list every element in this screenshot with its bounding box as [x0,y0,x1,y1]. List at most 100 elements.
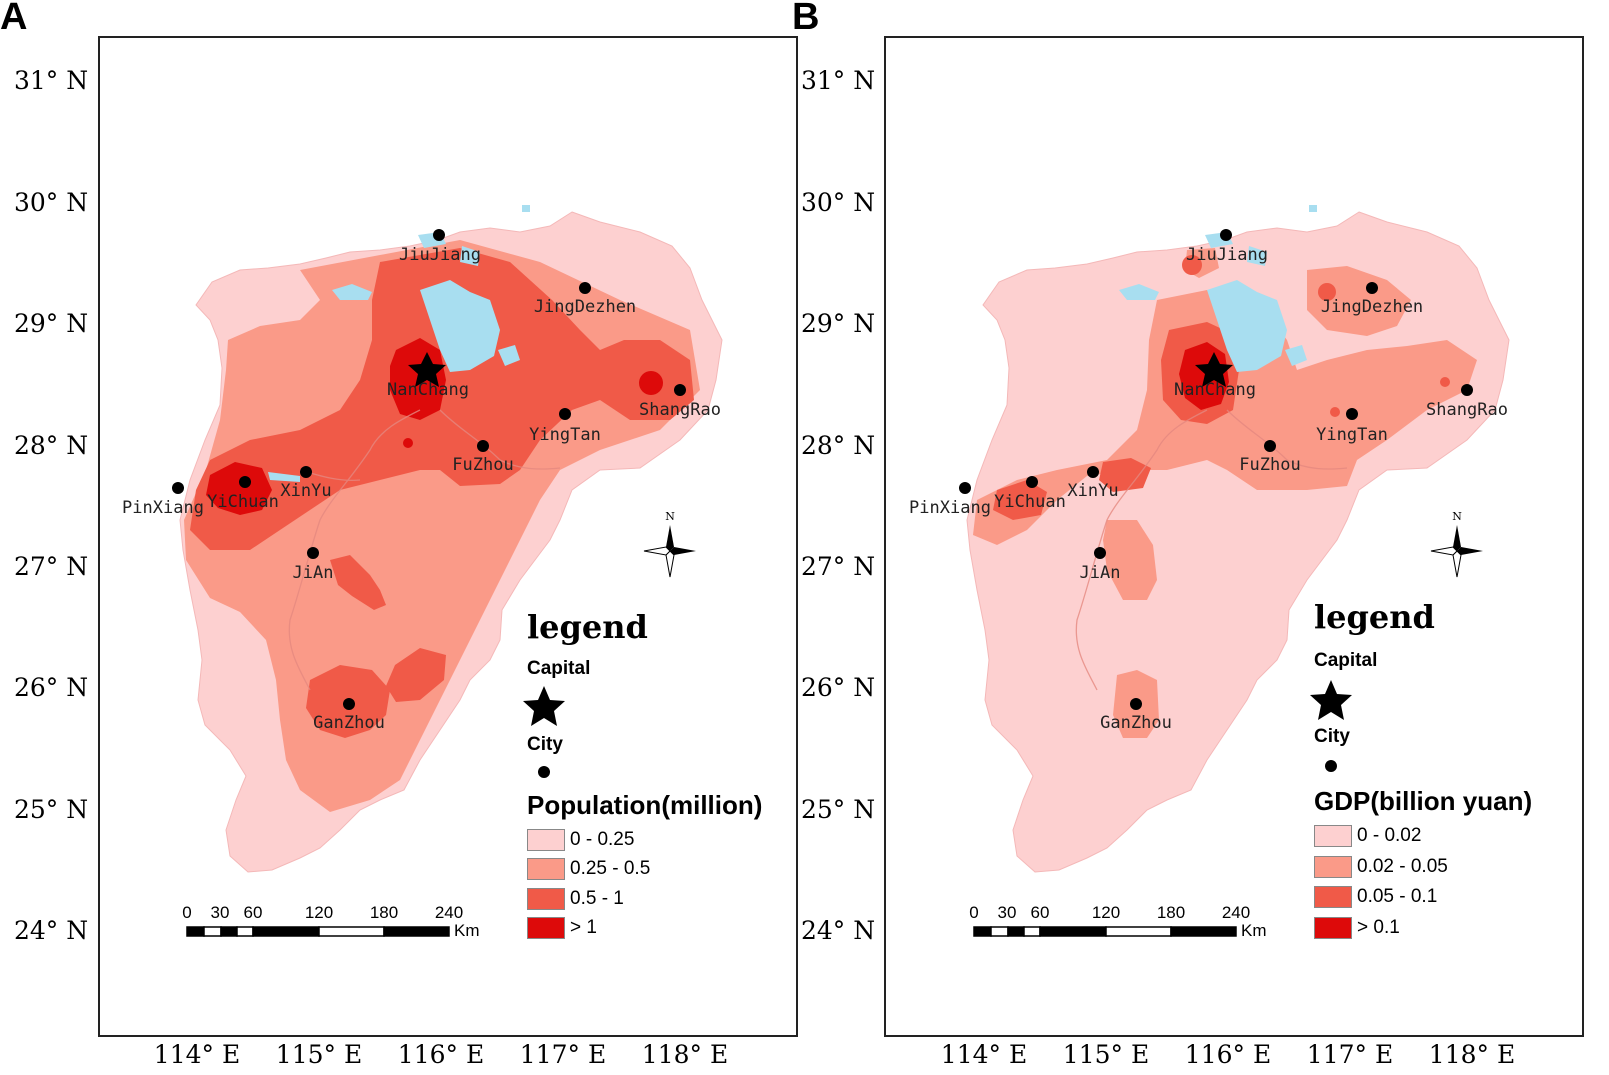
panel-letter: B [792,0,820,38]
city-dot-pinxiang [172,482,184,494]
city-labels: JiuJiang JingDezhen NanChang ShangRao Yi… [122,245,721,733]
lat-label: 29° N [14,309,89,338]
legend-city-dot-icon [1325,760,1337,772]
scale-bar [186,926,450,937]
legend-swatch [1314,856,1352,878]
city-dot-yingtan [1346,408,1358,420]
city-label-nanchang: NanChang [387,380,469,400]
legend-class-row: > 1 [527,916,597,940]
class-2-region [1103,520,1157,600]
lat-label: 31° N [14,66,89,95]
city-label-pinxiang: PinXiang [122,498,204,518]
city-dot-jian [307,547,319,559]
lat-label: 24° N [801,916,876,945]
city-label-yichuan: YiChuan [207,492,279,512]
legend-swatch [527,888,565,910]
scale-unit: Km [1241,921,1267,940]
city-labels: JiuJiang JingDezhen NanChang ShangRao Yi… [909,245,1508,733]
city-label-jiujiang: JiuJiang [1186,245,1268,265]
city-markers [959,229,1473,710]
scale-tick-label: 30 [210,903,230,922]
city-dot-yingtan [559,408,571,420]
water-bodies [268,205,530,482]
legend-class-label: 0 - 0.02 [1357,825,1422,846]
city-label-xinyu: XinYu [280,481,331,501]
lon-label: 117° E [1306,1040,1394,1069]
panel-letter: A [0,0,28,38]
city-dot-jingdezhen [579,282,591,294]
class-3-region [386,648,446,702]
legend-city-label: City [527,734,563,755]
lon-label: 116° E [397,1040,485,1069]
city-label-yichuan: YiChuan [994,492,1066,512]
legend-variable: GDP(billion yuan) [1314,786,1533,816]
legend-class-label: 0 - 0.25 [570,829,635,850]
legend-class-label: > 1 [570,917,597,938]
rivers [1075,409,1348,691]
city-dot-xinyu [300,466,312,478]
city-label-jingdezhen: JingDezhen [1321,297,1423,317]
scale-tick-label: 120 [1091,903,1121,922]
lon-label: 115° E [1062,1040,1150,1069]
city-dot-yichuan [1026,476,1038,488]
class-3-region [1099,458,1151,492]
lat-label: 29° N [801,309,876,338]
legend-capital-star-icon [1310,680,1352,720]
legend-swatch [1314,886,1352,908]
lat-label: 27° N [14,552,89,581]
class-2-region [1307,266,1411,336]
legend-class-row: > 0.1 [1314,916,1400,940]
scale-tick-label: 240 [434,903,464,922]
lon-label: 115° E [275,1040,363,1069]
class-4-region [639,371,663,395]
class-4-region [403,438,413,448]
scale-unit: Km [454,921,480,940]
city-dot-jian [1094,547,1106,559]
scale-tick-label: 180 [369,903,399,922]
legend-class-label: 0.02 - 0.05 [1357,856,1448,877]
city-dot-fuzhou [477,440,489,452]
north-label: N [1452,510,1462,523]
lat-label: 26° N [14,673,89,702]
lon-label: 116° E [1184,1040,1272,1069]
scale-tick-label: 0 [182,903,192,922]
lat-label: 30° N [801,188,876,217]
scale-tick-label: 240 [1221,903,1251,922]
legend-class-label: 0.5 - 1 [570,888,624,909]
city-label-shangrao: ShangRao [639,400,721,420]
city-dot-xinyu [1087,466,1099,478]
scale-bar [973,926,1237,937]
legend-class-row: 0.05 - 0.1 [1314,885,1437,909]
legend-city-label: City [1314,726,1350,747]
city-label-ganzhou: GanZhou [1100,713,1172,733]
scale-tick-label: 60 [1030,903,1050,922]
city-label-jiujiang: JiuJiang [399,245,481,265]
north-arrow-icon: N [643,510,696,578]
city-label-jian: JiAn [293,563,334,583]
lon-label: 114° E [940,1040,1028,1069]
capital-star-nanchang [408,352,446,387]
city-label-pinxiang: PinXiang [909,498,991,518]
legend-title: legend [527,608,648,646]
scale-tick-label: 30 [997,903,1017,922]
north-arrow-icon: N [1430,510,1483,578]
legend-city-dot-icon [538,766,550,778]
legend-class-row: 0.02 - 0.05 [1314,855,1448,879]
legend-class-row: 0.25 - 0.5 [527,857,650,881]
lat-label: 26° N [801,673,876,702]
legend-class-row: 0.5 - 1 [527,887,624,911]
city-dot-ganzhou [343,698,355,710]
class-3-region [993,480,1047,520]
city-label-yingtan: YingTan [529,425,601,445]
map-svg: JiuJiang JingDezhen NanChang ShangRao Yi… [122,205,723,937]
legend-swatch [527,829,565,851]
scale-tick-label: 0 [969,903,979,922]
map-frame [884,36,1584,1037]
lon-label: 117° E [519,1040,607,1069]
lat-label: 30° N [14,188,89,217]
city-label-shangrao: ShangRao [1426,400,1508,420]
lat-label: 25° N [801,795,876,824]
city-label-jingdezhen: JingDezhen [534,297,636,317]
legend-swatch [527,858,565,880]
city-label-nanchang: NanChang [1174,380,1256,400]
